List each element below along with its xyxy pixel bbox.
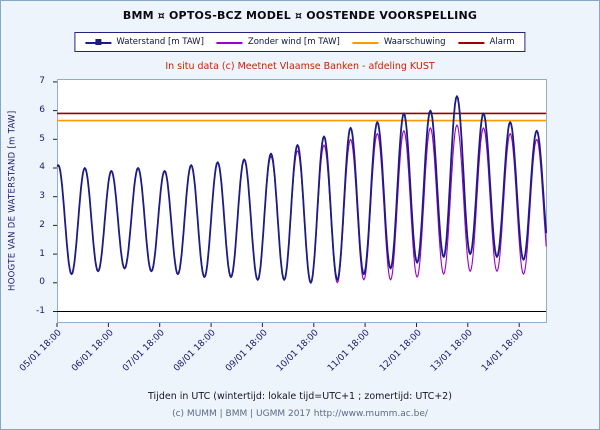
y-tick-label: 6 bbox=[39, 105, 45, 116]
y-tick-label: 7 bbox=[39, 76, 45, 87]
legend-swatch bbox=[458, 38, 485, 47]
legend-swatch bbox=[216, 38, 243, 47]
y-tick-label: 3 bbox=[39, 191, 45, 202]
legend-label: Waarschuwing bbox=[383, 37, 446, 47]
legend-item-alarm: Alarm bbox=[458, 37, 515, 47]
legend-item-zonder-wind-m-taw: Zonder wind [m TAW] bbox=[216, 37, 340, 47]
plot-svg bbox=[53, 79, 547, 327]
legend-label: Waterstand [m TAW] bbox=[116, 37, 204, 47]
y-tick-label: -1 bbox=[36, 306, 45, 317]
legend-item-waterstand-m-taw: Waterstand [m TAW] bbox=[85, 37, 204, 47]
legend-item-waarschuwing: Waarschuwing bbox=[352, 37, 446, 47]
chart-title: BMM ¤ OPTOS-BCZ MODEL ¤ OOSTENDE VOORSPE… bbox=[122, 9, 478, 22]
legend-label: Zonder wind [m TAW] bbox=[247, 37, 340, 47]
legend: Waterstand [m TAW] Zonder wind [m TAW] Waa… bbox=[74, 32, 526, 52]
legend-label: Alarm bbox=[489, 37, 515, 47]
footer-utc-note: Tijden in UTC (wintertijd: lokale tijd=U… bbox=[148, 391, 452, 402]
legend-swatch bbox=[85, 38, 112, 47]
y-tick-label: 1 bbox=[39, 248, 45, 259]
y-tick-label: 0 bbox=[39, 277, 45, 288]
y-tick-label: 5 bbox=[39, 133, 45, 144]
legend-swatch bbox=[352, 38, 379, 47]
chart-subtitle: In situ data (c) Meetnet Vlaamse Banken … bbox=[165, 61, 435, 72]
footer-copyright: (c) MUMM | BMM | UGMM 2017 http://www.mu… bbox=[172, 409, 428, 419]
y-tick-label: 2 bbox=[39, 219, 45, 230]
y-tick-label: 4 bbox=[39, 162, 45, 173]
